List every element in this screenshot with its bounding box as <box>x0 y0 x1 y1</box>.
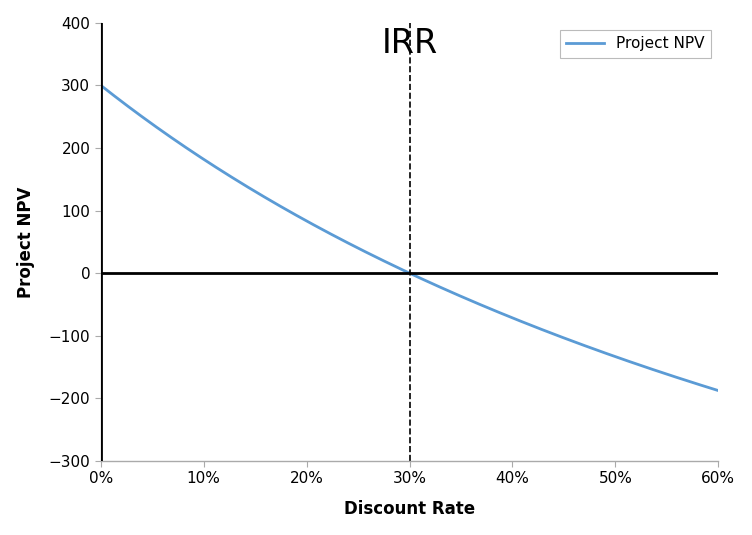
Line: Project NPV: Project NPV <box>101 85 718 391</box>
Project NPV <box>714 387 723 394</box>
Project NPV <box>393 264 402 271</box>
Project NPV <box>699 383 708 389</box>
Project NPV <box>464 296 473 303</box>
Project NPV <box>96 82 105 88</box>
Y-axis label: Project NPV: Project NPV <box>17 186 35 297</box>
Project NPV <box>430 281 439 288</box>
Project NPV <box>390 263 399 269</box>
Legend: Project NPV: Project NPV <box>559 30 711 58</box>
Project NPV <box>602 350 611 357</box>
Text: IRR: IRR <box>381 27 438 60</box>
X-axis label: Discount Rate: Discount Rate <box>344 500 475 518</box>
